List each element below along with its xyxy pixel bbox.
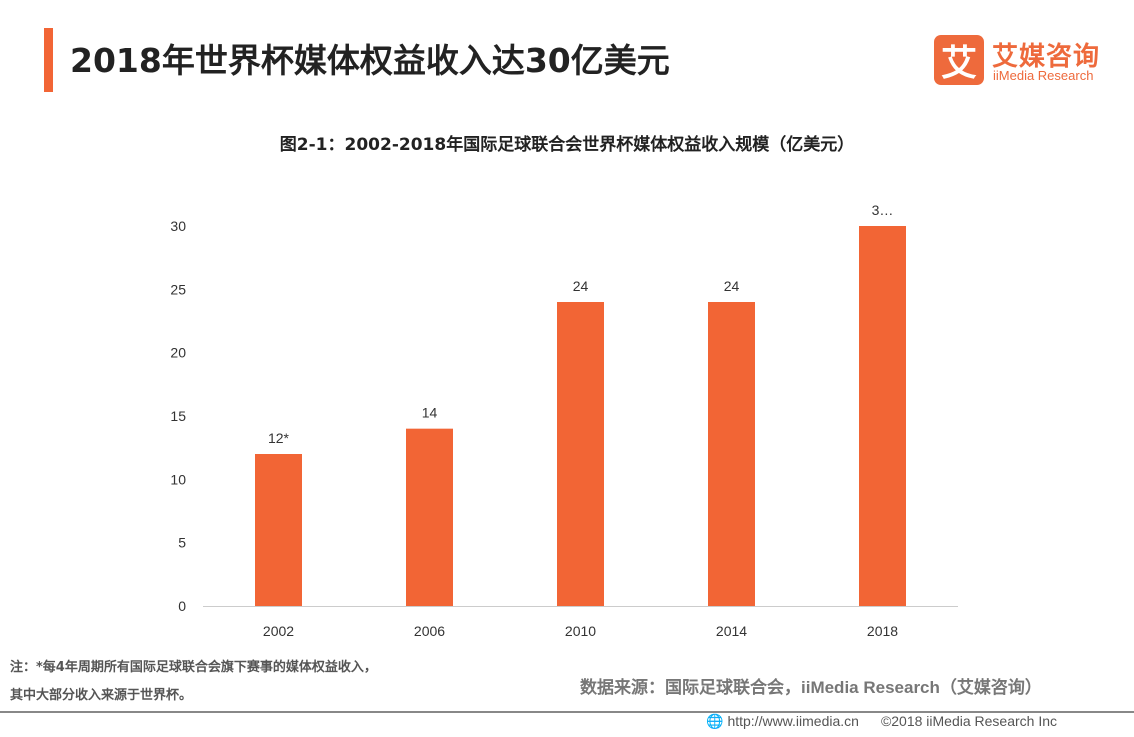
- chart-title: 图2-1：2002-2018年国际足球联合会世界杯媒体权益收入规模（亿美元）: [279, 135, 855, 155]
- globe-icon: 🌐: [706, 713, 724, 729]
- y-tick-label: 5: [178, 535, 186, 551]
- logo-text-cn: 艾媒咨询: [992, 42, 1101, 72]
- data-label-2006: 14: [422, 405, 438, 421]
- x-tick-label: 2014: [716, 623, 747, 639]
- x-tick-label: 2006: [414, 623, 445, 639]
- bar-2018: [859, 226, 906, 606]
- x-tick-label: 2010: [565, 623, 596, 639]
- y-tick-label: 10: [170, 471, 186, 487]
- data-label-2018: 3…: [872, 202, 894, 218]
- footnote-line-2: 其中大部分收入来源于世界杯。: [10, 688, 193, 703]
- footnote-line-1: 注：*每4年周期所有国际足球联合会旗下赛事的媒体权益收入，: [10, 660, 377, 675]
- title-accent-bar: [44, 28, 53, 92]
- page-title: 2018年世界杯媒体权益收入达30亿美元: [70, 41, 670, 80]
- bar-2010: [557, 302, 604, 606]
- data-source: 数据来源：国际足球联合会，iiMedia Research（艾媒咨询）: [580, 678, 1042, 697]
- website-link[interactable]: http://www.iimedia.cn: [727, 713, 859, 729]
- footer-divider: [0, 711, 1134, 713]
- y-tick-label: 20: [170, 345, 186, 361]
- copyright: ©2018 iiMedia Research Inc: [880, 713, 1058, 729]
- data-label-2014: 24: [724, 278, 740, 294]
- y-tick-label: 30: [170, 218, 186, 234]
- y-tick-label: 0: [178, 598, 186, 614]
- logo-text-en: iiMedia Research: [993, 68, 1094, 83]
- bar-2006: [406, 428, 453, 606]
- data-label-2002: 12*: [268, 430, 290, 446]
- logo-mark: 艾: [934, 35, 984, 85]
- data-label-2010: 24: [573, 278, 589, 294]
- bar-2002: [255, 454, 302, 606]
- x-tick-label: 2002: [263, 623, 294, 639]
- bar-2014: [708, 302, 755, 606]
- y-tick-label: 15: [170, 408, 186, 424]
- x-tick-label: 2018: [867, 623, 898, 639]
- y-tick-label: 25: [170, 281, 186, 297]
- footer: 🌐 http://www.iimedia.cn ©2018 iiMedia Rese…: [706, 713, 1057, 730]
